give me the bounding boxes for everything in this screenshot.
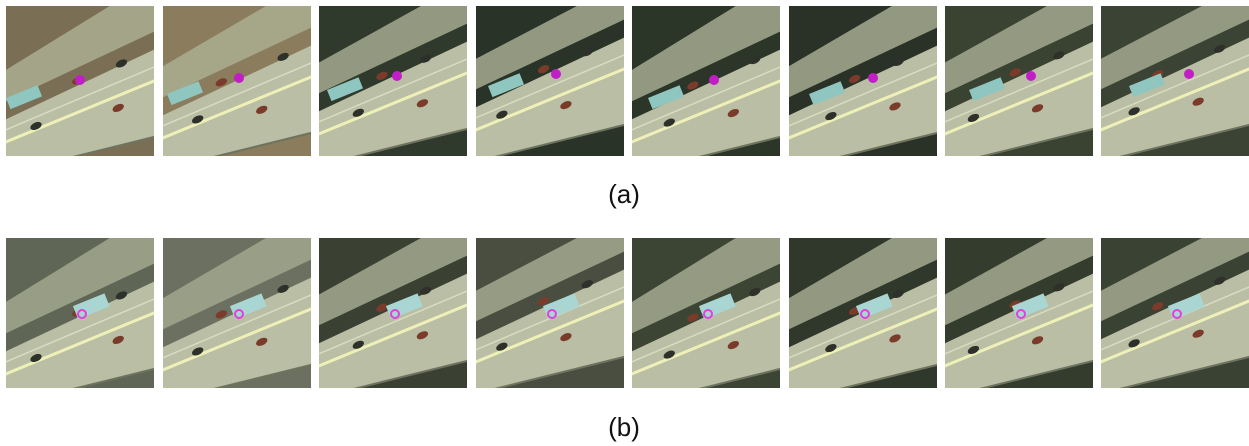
- target-marker: [234, 73, 244, 83]
- image-tile: [779, 228, 949, 404]
- image-tile: [153, 0, 323, 172]
- target-marker: [1026, 71, 1036, 81]
- image-tile: [935, 228, 1105, 400]
- image-tile: [153, 228, 323, 404]
- image-tile: [0, 228, 166, 408]
- target-marker: [392, 71, 402, 81]
- target-marker: [1184, 69, 1194, 79]
- target-marker: [868, 73, 878, 83]
- page: (a) (b) (() => { const data = JSON.parse…: [0, 0, 1249, 446]
- image-tile: [466, 0, 636, 164]
- caption-a: (a): [608, 179, 640, 209]
- image-row-b: [0, 228, 1249, 408]
- image-tile: [935, 0, 1105, 168]
- figure: (a) (b): [0, 0, 1249, 446]
- target-marker: [75, 75, 85, 85]
- image-tile: [466, 228, 636, 396]
- image-row-a: [0, 0, 1249, 176]
- image-tile: [779, 0, 949, 172]
- caption-b: (b): [608, 412, 640, 442]
- image-tile: [0, 0, 166, 176]
- image-tile: [1091, 0, 1249, 164]
- image-tile: [622, 228, 792, 408]
- image-tile: [309, 228, 479, 400]
- image-tile: [1091, 228, 1249, 396]
- target-marker: [709, 75, 719, 85]
- target-marker: [551, 69, 561, 79]
- image-tile: [309, 0, 479, 168]
- image-tile: [622, 0, 792, 176]
